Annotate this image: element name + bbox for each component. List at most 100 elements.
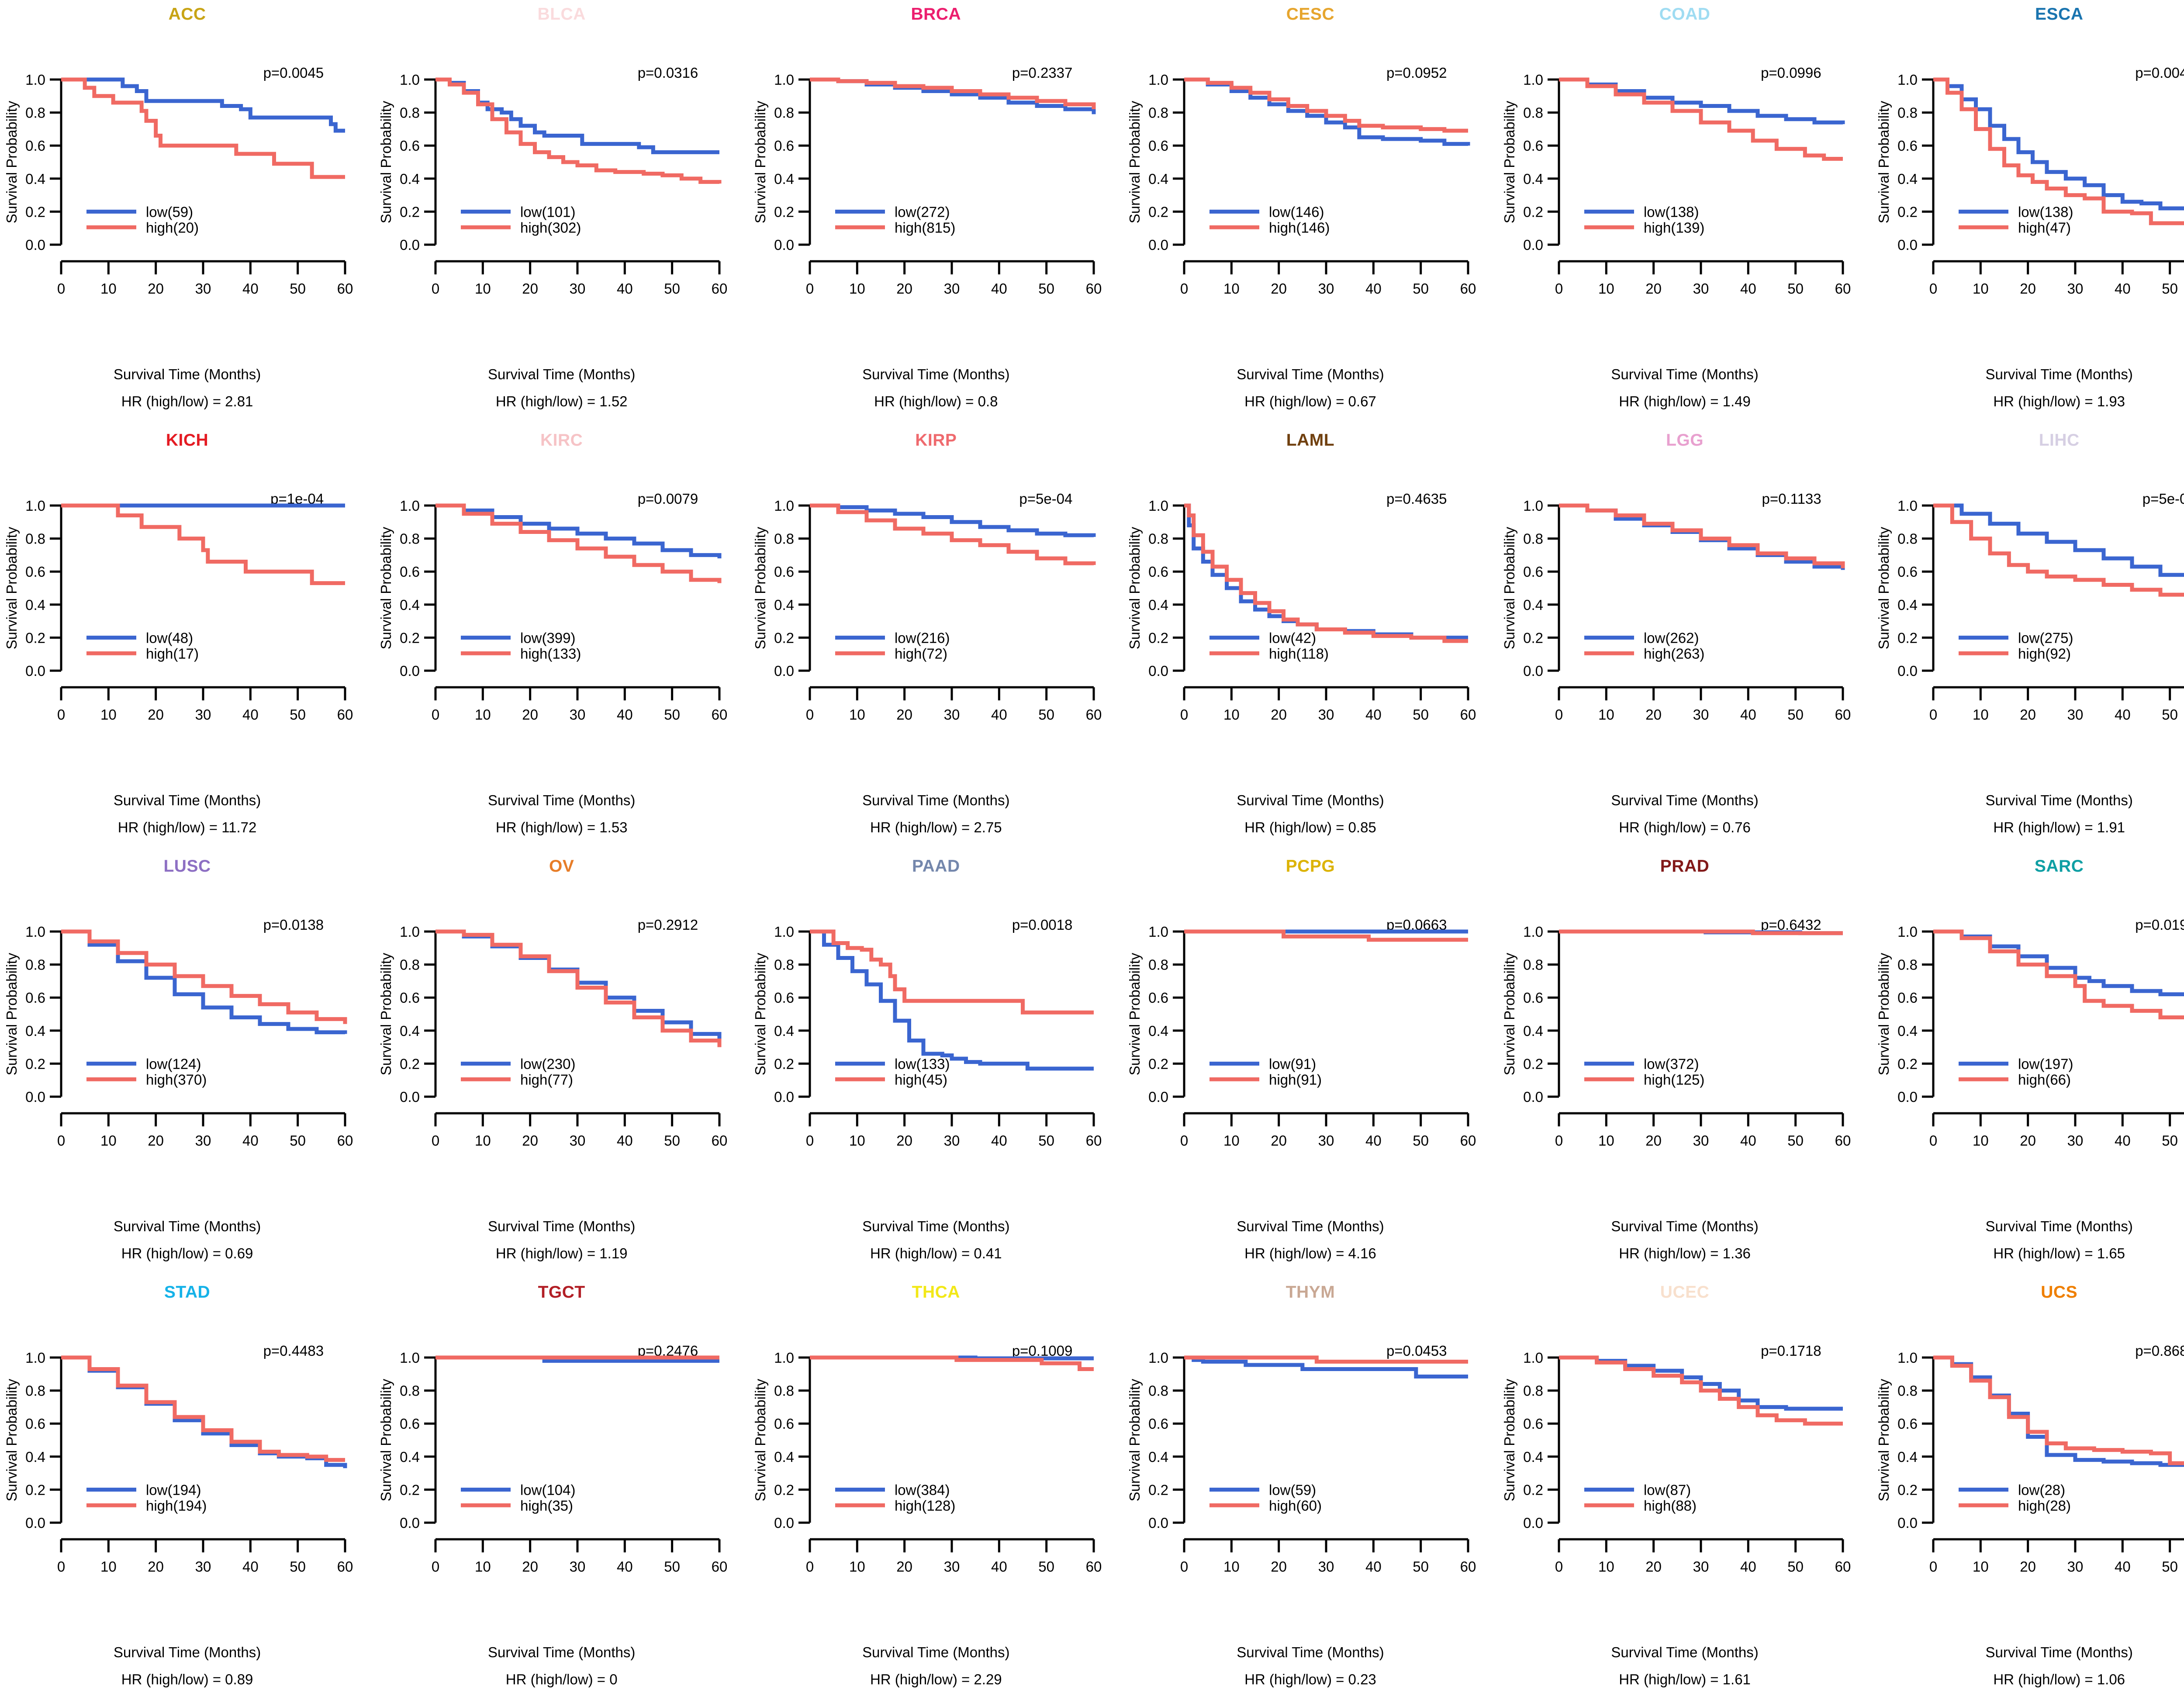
y-tick-label: 0.6 [400,990,420,1006]
km-panel-kirc: KIRC p=0.0079 0.0 0.2 0.4 0.6 0.8 1.0 0 10 20 30 40 5… [374,426,749,852]
p-value-label: p=0.2912 [637,917,698,933]
km-panel-pcpg: PCPG p=0.0663 0.0 0.2 0.4 0.6 0.8 1.0 0 10 20 30 40 5… [1123,852,1497,1278]
x-tick-label: 20 [522,281,538,297]
panel-title: PAAD [912,857,960,876]
p-value-label: p=0.0952 [1386,65,1447,81]
y-axis-title: Survival Probability [1876,1378,1892,1501]
p-value-label: p=0.0453 [1386,1343,1447,1359]
y-tick-label: 0.8 [25,957,45,973]
y-tick-label: 0.0 [400,1089,420,1105]
x-tick-label: 30 [570,281,586,297]
x-tick-label: 10 [1223,707,1240,723]
y-tick-label: 0.6 [1523,1416,1543,1432]
y-tick-label: 0.2 [1523,630,1543,646]
x-tick-label: 40 [991,1559,1007,1575]
y-tick-label: 0.8 [1897,1383,1918,1399]
y-tick-label: 0.4 [1523,1023,1543,1039]
y-tick-label: 0.0 [1149,663,1169,679]
x-tick-label: 20 [1271,281,1287,297]
x-tick-label: 50 [1413,707,1429,723]
panel-title: BLCA [537,5,586,24]
x-tick-label: 20 [2020,1559,2036,1575]
x-tick-label: 30 [1318,707,1334,723]
x-tick-label: 0 [1180,281,1188,297]
x-tick-label: 60 [1460,707,1476,723]
x-tick-label: 60 [1086,707,1102,723]
survival-curve-high [1559,77,1843,161]
y-tick-label: 0.0 [1897,1089,1918,1105]
legend-label-high: high(28) [2018,1497,2071,1514]
y-axis-title: Survival Probability [1876,526,1892,649]
y-tick-label: 0.6 [1897,990,1918,1006]
y-axis [1921,930,1935,1098]
x-axis [60,1538,346,1552]
panel-title: KIRC [540,431,583,450]
x-tick-label: 30 [570,1559,586,1575]
x-tick-label: 60 [1086,1559,1102,1575]
y-tick-label: 0.8 [774,531,794,547]
legend-label-high: high(302) [520,219,581,236]
hazard-ratio-label: HR (high/low) = 2.75 [870,819,1002,835]
km-panel-lihc: LIHC p=5e-04 0.0 0.2 0.4 0.6 0.8 1.0 0 10 20 30 40 50… [1872,426,2184,852]
x-tick-label: 30 [195,281,211,297]
legend-label-high: high(139) [1643,219,1704,236]
y-axis-title: Survival Probability [3,526,20,649]
x-tick-label: 10 [849,707,865,723]
y-tick-label: 0.2 [774,630,794,646]
survival-curve-high [435,929,722,1047]
p-value-label: p=5e-04 [2142,491,2184,507]
y-tick-label: 0.2 [774,1056,794,1072]
x-tick-label: 50 [664,707,680,723]
panel-title: THCA [912,1283,960,1302]
panel-title: LAML [1286,431,1335,450]
y-tick-label: 0.4 [400,171,420,187]
p-value-label: p=0.0198 [2135,917,2184,933]
y-tick-label: 0.4 [1523,171,1543,187]
legend-label-low: low(262) [1643,630,1699,646]
hazard-ratio-label: HR (high/low) = 0.76 [1619,819,1751,835]
y-tick-label: 0.6 [400,1416,420,1432]
y-tick-label: 0.6 [1523,138,1543,154]
p-value-label: p=0.0047 [2135,65,2184,81]
x-axis [1183,686,1469,700]
y-tick-label: 0.0 [1897,1515,1918,1531]
y-tick-label: 0.8 [1523,957,1543,973]
legend-label-high: high(47) [2018,219,2071,236]
y-tick-label: 0.6 [774,138,794,154]
y-tick-label: 0.4 [400,1023,420,1039]
y-axis [798,78,811,246]
y-tick-label: 0.0 [1523,237,1543,253]
x-axis [60,1112,346,1126]
legend-label-low: low(194) [146,1482,201,1498]
legend-label-high: high(35) [520,1497,573,1514]
hazard-ratio-label: HR (high/low) = 1.36 [1619,1245,1751,1261]
y-tick-label: 0.6 [25,564,45,580]
km-plot: 0.0 0.2 0.4 0.6 0.8 1.0 0 10 20 30 40 50 60 Survival … [1127,924,1476,1149]
p-value-label: p=0.0079 [637,491,698,507]
y-tick-label: 0.2 [774,204,794,220]
hazard-ratio-label: HR (high/low) = 2.29 [870,1671,1002,1687]
survival-curve-high [810,77,1096,110]
y-axis [424,504,437,672]
x-tick-label: 30 [1693,707,1709,723]
legend-label-low: low(138) [2018,204,2073,220]
x-tick-label: 50 [2162,281,2178,297]
survival-curve-low [1933,929,2184,997]
x-tick-label: 0 [57,1559,65,1575]
y-tick-label: 1.0 [774,498,794,514]
x-tick-label: 40 [242,1133,259,1149]
y-axis [1547,78,1560,246]
x-tick-label: 10 [849,1559,865,1575]
km-plot: 0.0 0.2 0.4 0.6 0.8 1.0 0 10 20 30 40 50 60 Survival … [3,72,353,297]
survival-curve-low [1933,503,2184,577]
survival-curve-high [1184,929,1469,942]
x-tick-label: 40 [2115,1559,2131,1575]
survival-curve-high [1184,77,1469,133]
x-tick-label: 0 [1180,707,1188,723]
legend-label-low: low(146) [1269,204,1324,220]
x-tick-label: 40 [1365,707,1382,723]
x-tick-label: 10 [100,281,117,297]
y-tick-label: 0.8 [1149,1383,1169,1399]
km-plot: 0.0 0.2 0.4 0.6 0.8 1.0 0 10 20 30 40 50 60 Survival … [752,924,1102,1149]
x-axis-title: Survival Time (Months) [1611,1218,1759,1234]
